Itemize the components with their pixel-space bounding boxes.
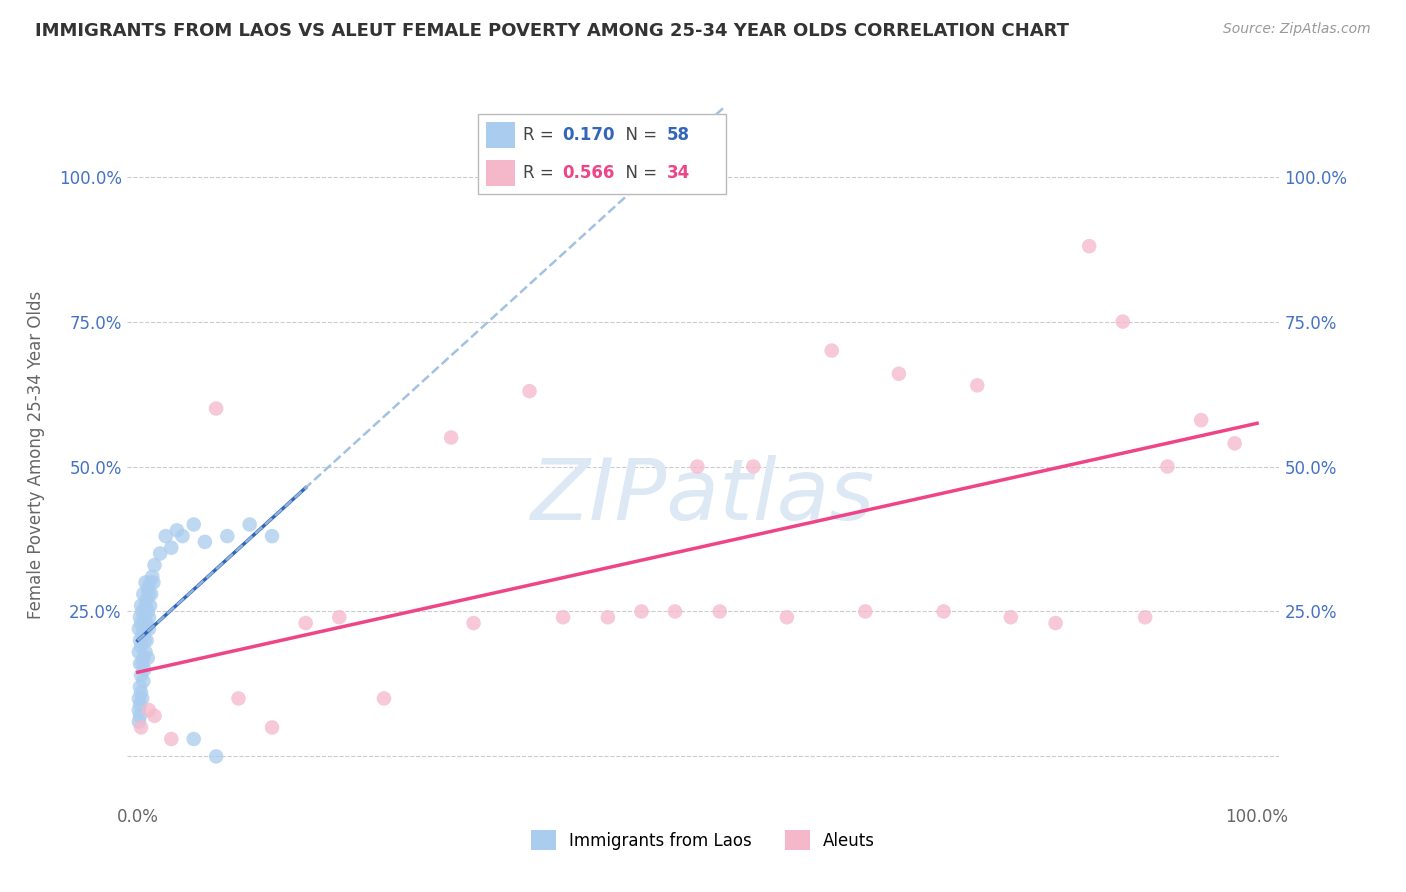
- Point: [630, 605, 652, 619]
- Point: [821, 343, 844, 358]
- Point: [132, 622, 155, 636]
- Point: [128, 703, 150, 717]
- Point: [132, 674, 155, 689]
- Point: [194, 534, 217, 549]
- Point: [260, 529, 283, 543]
- Point: [141, 587, 163, 601]
- Point: [129, 680, 152, 694]
- Point: [1045, 615, 1067, 630]
- Point: [138, 610, 160, 624]
- Point: [328, 610, 350, 624]
- Point: [551, 610, 574, 624]
- Point: [128, 622, 150, 636]
- Point: [128, 691, 150, 706]
- Point: [932, 605, 955, 619]
- Point: [129, 708, 152, 723]
- Point: [1223, 436, 1246, 450]
- Point: [172, 529, 194, 543]
- Text: ZIPatlas: ZIPatlas: [531, 455, 875, 538]
- Point: [132, 651, 155, 665]
- Point: [129, 599, 152, 613]
- Point: [686, 459, 709, 474]
- Y-axis label: Female Poverty Among 25-34 Year Olds: Female Poverty Among 25-34 Year Olds: [27, 291, 45, 619]
- Point: [131, 657, 153, 671]
- Point: [135, 645, 157, 659]
- Point: [135, 622, 157, 636]
- Point: [260, 721, 283, 735]
- Point: [129, 721, 152, 735]
- Point: [128, 645, 150, 659]
- Point: [129, 633, 152, 648]
- Point: [142, 575, 165, 590]
- Point: [134, 633, 156, 648]
- Point: [143, 708, 166, 723]
- Text: IMMIGRANTS FROM LAOS VS ALEUT FEMALE POVERTY AMONG 25-34 YEAR OLDS CORRELATION C: IMMIGRANTS FROM LAOS VS ALEUT FEMALE POV…: [35, 22, 1069, 40]
- Point: [136, 605, 159, 619]
- Point: [519, 384, 541, 398]
- Point: [160, 541, 183, 555]
- Point: [1000, 610, 1022, 624]
- Point: [131, 605, 153, 619]
- Point: [440, 430, 463, 444]
- Point: [853, 605, 876, 619]
- Point: [139, 599, 162, 613]
- Point: [166, 523, 188, 537]
- Point: [1078, 239, 1101, 253]
- Point: [776, 610, 799, 624]
- Text: Source: ZipAtlas.com: Source: ZipAtlas.com: [1223, 22, 1371, 37]
- Point: [463, 615, 485, 630]
- Point: [1112, 315, 1135, 329]
- Point: [205, 401, 228, 416]
- Point: [136, 651, 159, 665]
- Point: [183, 517, 205, 532]
- Point: [135, 633, 157, 648]
- Point: [160, 731, 183, 746]
- Point: [1133, 610, 1156, 624]
- Point: [135, 615, 157, 630]
- Point: [131, 628, 153, 642]
- Point: [129, 686, 152, 700]
- Point: [155, 529, 177, 543]
- Point: [135, 575, 157, 590]
- Point: [129, 615, 152, 630]
- Point: [128, 714, 150, 729]
- Point: [141, 570, 163, 584]
- Point: [135, 599, 157, 613]
- Point: [1189, 413, 1212, 427]
- Point: [887, 367, 910, 381]
- Point: [134, 662, 156, 677]
- Point: [596, 610, 619, 624]
- Point: [132, 587, 155, 601]
- Point: [138, 587, 160, 601]
- Point: [143, 558, 166, 573]
- Point: [134, 610, 156, 624]
- Point: [129, 610, 152, 624]
- Point: [742, 459, 765, 474]
- Point: [228, 691, 250, 706]
- Point: [136, 582, 159, 596]
- Point: [131, 691, 153, 706]
- Point: [138, 703, 160, 717]
- Point: [205, 749, 228, 764]
- Point: [1156, 459, 1178, 474]
- Point: [709, 605, 731, 619]
- Point: [373, 691, 395, 706]
- Point: [129, 639, 152, 653]
- Point: [139, 575, 162, 590]
- Point: [129, 668, 152, 682]
- Point: [129, 657, 152, 671]
- Point: [239, 517, 262, 532]
- Point: [149, 546, 172, 561]
- Point: [183, 731, 205, 746]
- Point: [135, 592, 157, 607]
- Point: [966, 378, 988, 392]
- Point: [294, 615, 316, 630]
- Point: [664, 605, 686, 619]
- Legend: Immigrants from Laos, Aleuts: Immigrants from Laos, Aleuts: [524, 823, 882, 857]
- Point: [217, 529, 239, 543]
- Point: [138, 622, 160, 636]
- Point: [129, 698, 152, 712]
